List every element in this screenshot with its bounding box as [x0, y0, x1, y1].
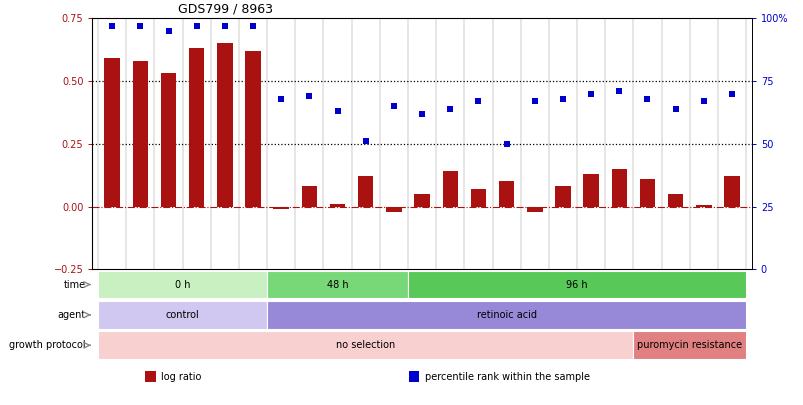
Bar	[132, 61, 148, 207]
Bar	[273, 207, 288, 209]
Bar	[498, 181, 514, 207]
Point	[134, 23, 147, 29]
Bar	[555, 186, 570, 207]
Bar	[407, 271, 745, 298]
Point	[471, 98, 484, 104]
Point	[303, 93, 316, 99]
Bar	[161, 73, 176, 207]
Bar	[583, 174, 598, 207]
Bar	[414, 194, 430, 207]
Point	[584, 90, 597, 97]
Bar	[329, 204, 345, 207]
Bar	[409, 371, 419, 382]
Point	[640, 95, 653, 102]
Bar	[667, 194, 683, 207]
Bar	[98, 331, 633, 359]
Text: 96 h: 96 h	[565, 279, 587, 290]
Point	[247, 23, 259, 29]
Point	[499, 141, 512, 147]
Text: time: time	[63, 279, 86, 290]
Bar	[145, 371, 156, 382]
Bar	[104, 58, 120, 207]
Point	[443, 105, 456, 112]
Bar	[301, 186, 316, 207]
Point	[415, 111, 428, 117]
Text: percentile rank within the sample: percentile rank within the sample	[424, 372, 589, 382]
Point	[724, 90, 737, 97]
Bar	[267, 271, 407, 298]
Text: agent: agent	[58, 310, 86, 320]
Bar	[385, 207, 402, 211]
Bar	[98, 271, 267, 298]
Bar	[357, 177, 373, 207]
Text: retinoic acid: retinoic acid	[476, 310, 536, 320]
Bar	[217, 43, 232, 207]
Bar	[245, 51, 260, 207]
Point	[528, 98, 540, 104]
Bar	[724, 177, 739, 207]
Point	[359, 138, 372, 145]
Bar	[267, 301, 745, 329]
Bar	[98, 301, 267, 329]
Text: growth protocol: growth protocol	[9, 340, 86, 350]
Point	[331, 108, 344, 114]
Point	[190, 23, 203, 29]
Point	[556, 95, 569, 102]
Point	[218, 23, 231, 29]
Bar	[442, 171, 458, 207]
Bar	[189, 48, 204, 207]
Bar	[633, 331, 745, 359]
Point	[162, 28, 175, 34]
Point	[612, 88, 625, 94]
Point	[275, 95, 287, 102]
Text: no selection: no selection	[336, 340, 395, 350]
Text: puromycin resistance: puromycin resistance	[637, 340, 741, 350]
Bar	[639, 179, 654, 207]
Text: 0 h: 0 h	[174, 279, 190, 290]
Text: 48 h: 48 h	[326, 279, 348, 290]
Bar	[470, 189, 486, 207]
Point	[668, 105, 681, 112]
Bar	[527, 207, 542, 211]
Point	[696, 98, 709, 104]
Point	[106, 23, 119, 29]
Bar	[695, 205, 711, 207]
Bar	[611, 169, 626, 207]
Text: log ratio: log ratio	[161, 372, 201, 382]
Text: GDS799 / 8963: GDS799 / 8963	[178, 3, 273, 16]
Point	[387, 103, 400, 109]
Text: control: control	[165, 310, 199, 320]
